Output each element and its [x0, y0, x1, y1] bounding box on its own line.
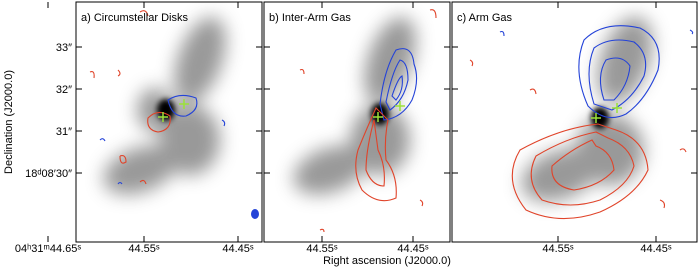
x-tick-label: 44.45ˢ: [222, 243, 254, 255]
panel-label: c) Arm Gas: [457, 12, 513, 24]
panel-c-image: [452, 2, 697, 242]
y-tick-label: 18ᵈ08′30″: [25, 168, 72, 180]
x-tick-label: 04ʰ31ᵐ44.65ˢ: [15, 243, 82, 255]
y-tick-label: 33″: [56, 42, 72, 54]
y-tick-label: 31″: [56, 126, 72, 138]
panel-b-image: [264, 2, 450, 242]
x-tick-label: 44.55ˢ: [542, 243, 574, 255]
panel-frame: [263, 1, 451, 243]
x-tick-label: 44.45ˢ: [640, 243, 672, 255]
y-axis-label: Declination (J2000.0): [3, 70, 15, 174]
panel-frame: [75, 1, 263, 243]
y-tick-label: 32″: [56, 84, 72, 96]
panel-a-image: [76, 2, 262, 242]
x-tick-label: 44.55ˢ: [128, 243, 160, 255]
x-axis-label: Right ascension (J2000.0): [323, 255, 451, 267]
x-tick-label: 44.45ˢ: [397, 243, 429, 255]
panel-label: b) Inter-Arm Gas: [269, 12, 351, 24]
panel-label: a) Circumstellar Disks: [81, 12, 188, 24]
panel-frame: [451, 1, 698, 243]
x-tick-label: 44.55ˢ: [306, 243, 338, 255]
